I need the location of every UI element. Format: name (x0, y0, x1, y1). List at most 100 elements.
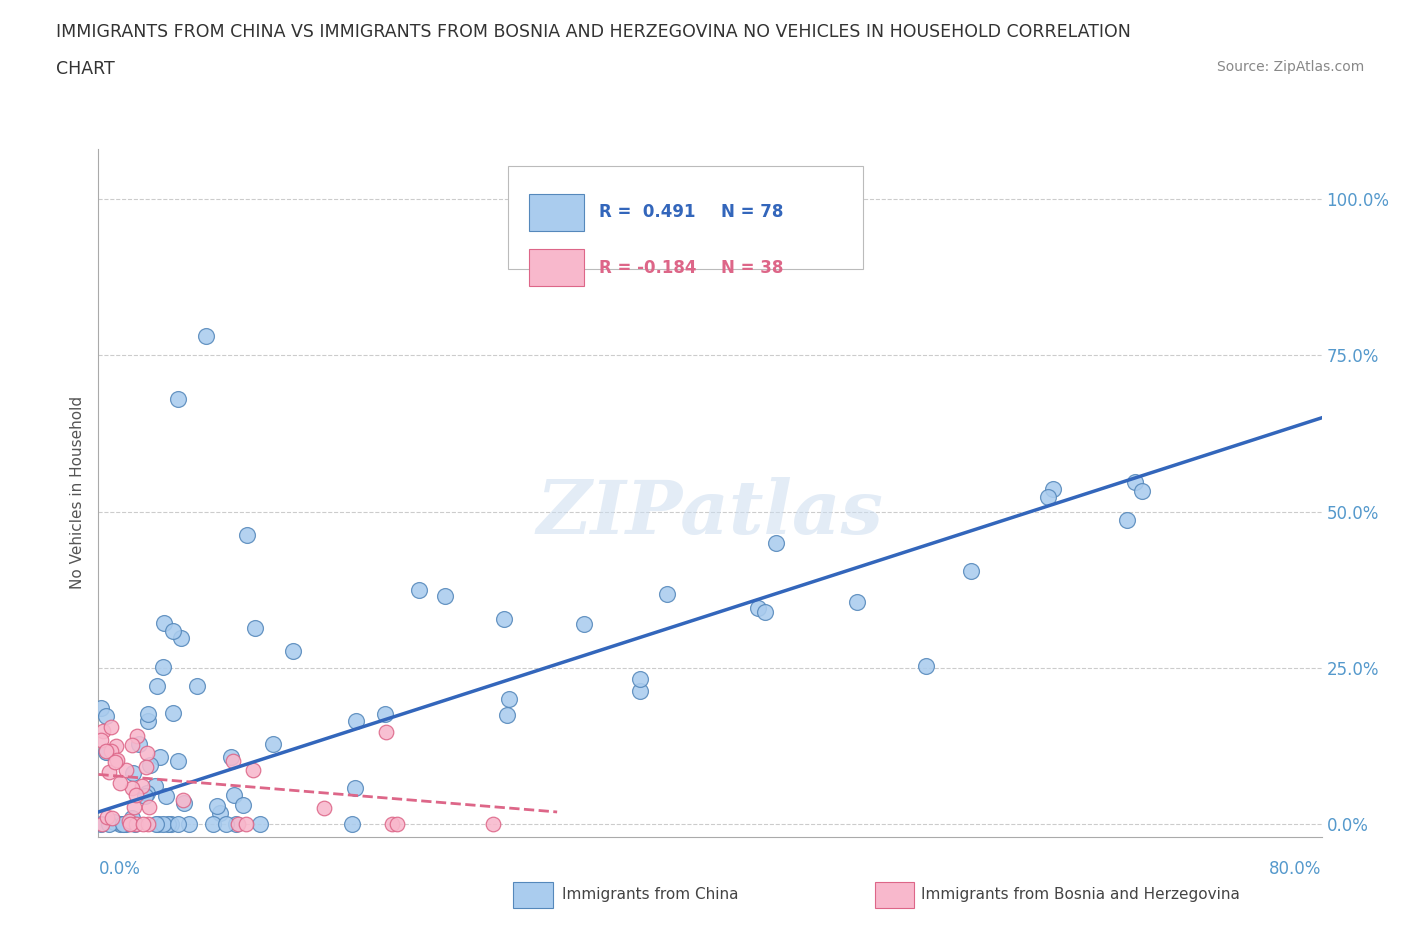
Point (219, 750, 242, 764)
Point (1115, 512, 1137, 527)
Point (572, 617, 595, 631)
Text: Immigrants from Bosnia and Herzegovina: Immigrants from Bosnia and Herzegovina (921, 887, 1240, 902)
Point (167, 392, 190, 406)
Point (344, 714, 367, 729)
Text: 0.0%: 0.0% (98, 860, 141, 878)
Point (112, 817, 135, 832)
Point (960, 564, 983, 578)
Point (122, 800, 145, 815)
Point (100, 720, 122, 735)
Point (115, 762, 138, 777)
Point (433, 589, 456, 604)
Point (226, 817, 249, 832)
Point (498, 691, 520, 706)
Point (100, 810, 122, 825)
Point (145, 778, 167, 793)
Point (915, 658, 938, 673)
Point (754, 604, 776, 619)
Point (111, 817, 134, 832)
Point (135, 760, 157, 775)
Point (195, 329, 218, 344)
Point (408, 583, 430, 598)
Point (136, 707, 159, 722)
Point (121, 810, 143, 825)
Point (153, 616, 176, 631)
Point (179, 817, 201, 832)
Point (222, 753, 245, 768)
Point (236, 527, 259, 542)
Point (156, 817, 179, 832)
Point (765, 536, 787, 551)
Point (105, 752, 128, 767)
Point (159, 817, 181, 832)
Point (98, 764, 121, 779)
Point (152, 817, 174, 832)
Point (120, 817, 142, 832)
Point (162, 706, 184, 721)
Point (340, 817, 363, 832)
Point (173, 795, 195, 810)
Point (1130, 484, 1153, 498)
Point (90, 817, 112, 832)
Point (135, 746, 157, 761)
Point (243, 620, 266, 635)
Point (138, 799, 160, 814)
Point (90, 700, 112, 715)
Point (121, 737, 143, 752)
Point (846, 595, 869, 610)
Point (381, 817, 404, 832)
Point (655, 586, 678, 601)
Point (1036, 489, 1059, 504)
Point (96, 745, 118, 760)
Point (374, 707, 396, 722)
Point (121, 780, 143, 795)
Point (747, 601, 769, 616)
Text: Source: ZipAtlas.com: Source: ZipAtlas.com (1216, 60, 1364, 74)
Point (134, 789, 156, 804)
Point (482, 817, 505, 832)
FancyBboxPatch shape (529, 193, 583, 232)
Point (97, 817, 120, 832)
Point (125, 788, 148, 803)
Point (1042, 482, 1064, 497)
Point (166, 753, 188, 768)
Text: ZIPatlas: ZIPatlas (537, 477, 883, 550)
Point (128, 737, 150, 751)
Point (145, 817, 167, 832)
Point (249, 817, 271, 832)
Point (136, 713, 159, 728)
Point (136, 817, 159, 832)
Point (209, 805, 232, 820)
Text: N = 78: N = 78 (721, 204, 783, 221)
Text: R =  0.491: R = 0.491 (599, 204, 695, 221)
FancyBboxPatch shape (529, 248, 583, 286)
Point (93, 724, 115, 738)
Point (136, 786, 159, 801)
Point (115, 817, 138, 832)
Point (100, 744, 122, 759)
Point (628, 684, 651, 698)
Point (152, 659, 174, 674)
Point (91, 817, 114, 832)
Point (162, 623, 184, 638)
Text: IMMIGRANTS FROM CHINA VS IMMIGRANTS FROM BOSNIA AND HERZEGOVINA NO VEHICLES IN H: IMMIGRANTS FROM CHINA VS IMMIGRANTS FROM… (56, 23, 1130, 41)
Point (224, 788, 246, 803)
Point (242, 763, 264, 777)
Point (344, 781, 367, 796)
Point (235, 817, 257, 832)
Point (1123, 474, 1146, 489)
Y-axis label: No Vehicles in Household: No Vehicles in Household (70, 396, 86, 590)
FancyBboxPatch shape (508, 166, 863, 270)
Text: CHART: CHART (56, 60, 115, 78)
Point (172, 792, 194, 807)
Text: N = 38: N = 38 (721, 259, 783, 276)
Point (108, 776, 131, 790)
Point (96, 809, 118, 824)
Text: 80.0%: 80.0% (1270, 860, 1322, 878)
Text: Immigrants from China: Immigrants from China (562, 887, 740, 902)
Point (149, 750, 172, 764)
Point (155, 789, 177, 804)
Point (103, 815, 125, 830)
Point (118, 814, 141, 829)
Point (496, 707, 519, 722)
